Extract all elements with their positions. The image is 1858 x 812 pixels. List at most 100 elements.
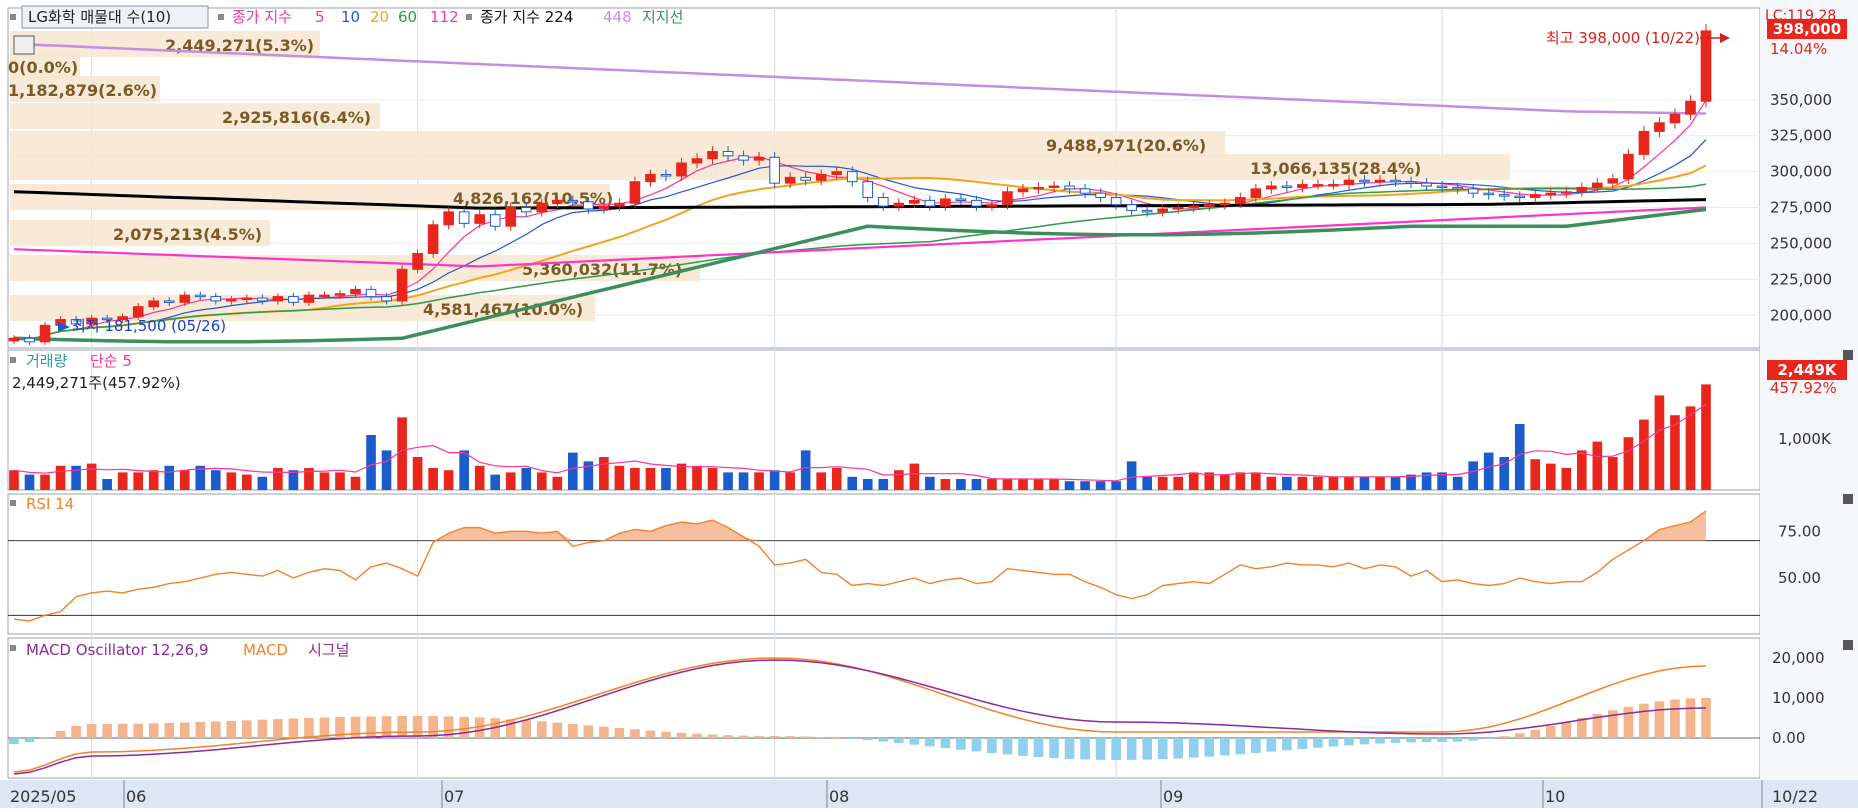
macd-label: MACD — [243, 641, 288, 659]
volume-bar — [9, 470, 19, 490]
macd-oscillator-bar — [831, 737, 842, 739]
candle-body — [272, 296, 284, 302]
macd-oscillator-bar — [738, 735, 749, 738]
volume-bar — [1639, 419, 1649, 490]
macd-oscillator-bar — [1654, 701, 1665, 738]
volume-bar — [1157, 476, 1168, 490]
volume-bar — [412, 457, 423, 490]
macd-oscillator-bar — [24, 738, 35, 743]
macd-oscillator-bar — [1251, 738, 1261, 754]
volume-bar — [319, 472, 330, 490]
item-selector-label[interactable]: LG화학 매물대 수(10) — [28, 8, 171, 26]
legend-square — [10, 500, 16, 506]
macd-oscillator-bar — [661, 731, 671, 738]
candle-body — [536, 202, 548, 213]
x-axis-label: 10 — [1545, 787, 1565, 806]
macd-oscillator-bar — [335, 717, 345, 738]
candle-body — [784, 176, 796, 184]
x-axis-label: 09 — [1163, 787, 1183, 806]
macd-oscillator-bar — [785, 736, 795, 738]
volume-bar — [692, 465, 702, 490]
macd-oscillator-bar — [1514, 733, 1525, 738]
volume-bar — [878, 479, 889, 490]
volume-profile-band — [10, 184, 610, 210]
volume-pct-tag: 457.92% — [1770, 379, 1837, 397]
volume-bar — [1623, 437, 1634, 490]
volume-last-value: 2,449,271주(457.92%) — [12, 374, 181, 392]
candle-body — [163, 300, 175, 303]
candle-body — [1359, 179, 1370, 183]
volume-bar — [350, 476, 361, 490]
price-y-tick: 325,000 — [1770, 127, 1832, 145]
macd-oscillator-bar — [133, 723, 143, 738]
candle-body — [1312, 184, 1324, 187]
volume-bar — [1437, 472, 1447, 490]
volume-bar — [769, 470, 780, 490]
volume-bar — [816, 472, 827, 490]
panel-close-icon[interactable] — [1843, 494, 1853, 504]
grid-toggle-icon[interactable] — [13, 35, 35, 55]
macd-oscillator-bar — [1530, 729, 1541, 738]
candle-body — [1529, 194, 1541, 198]
macd-oscillator-bar — [1483, 738, 1494, 739]
candle-body — [831, 171, 843, 176]
x-axis-band — [0, 780, 1858, 808]
volume-bar — [661, 468, 671, 490]
candle-body — [800, 176, 811, 181]
volume-bar — [1514, 424, 1525, 490]
macd-oscillator-bar — [614, 728, 625, 738]
candle-body — [753, 156, 765, 161]
volume-bar — [86, 463, 97, 490]
macd-oscillator-bar — [1468, 738, 1478, 741]
candle-body — [101, 317, 113, 321]
candle-body — [676, 162, 687, 177]
candle-body — [1017, 188, 1029, 193]
candle-body — [1172, 207, 1184, 210]
macd-oscillator-bar — [1204, 738, 1215, 757]
volume-bar — [226, 472, 237, 490]
candle-body — [1033, 186, 1044, 190]
current-pct-tag: 14.04% — [1770, 40, 1827, 58]
candle-body — [1203, 204, 1215, 207]
macd-oscillator-bar — [1592, 713, 1603, 738]
item-selector-box[interactable] — [21, 5, 209, 29]
volume-bar — [148, 470, 159, 490]
volume-profile-label: 0(0.0%) — [8, 58, 78, 77]
candle-body — [567, 199, 579, 203]
ma448-line — [13, 42, 1707, 115]
macd-oscillator-bar — [366, 716, 376, 738]
candle-body — [660, 174, 672, 177]
candle-body — [645, 174, 656, 183]
volume-bar — [40, 474, 50, 490]
volume-bar — [1359, 476, 1370, 490]
macd-oscillator-bar — [1188, 738, 1199, 758]
volume-bar — [242, 474, 252, 490]
macd-oscillator-bar — [257, 719, 268, 738]
volume-bar — [707, 468, 718, 490]
volume-profile-label: 5,360,032(11.7%) — [522, 260, 682, 279]
macd-oscillator-bar — [1608, 710, 1618, 738]
candle-body — [474, 214, 486, 224]
volume-bar — [1530, 459, 1541, 490]
volume-bar — [1219, 474, 1230, 490]
support-legend-label: 지지선 — [642, 8, 683, 26]
volume-bar — [428, 468, 438, 490]
macd-oscillator-bar — [536, 721, 547, 738]
candle-body — [629, 181, 641, 204]
macd-oscillator-bar — [1313, 738, 1323, 748]
rsi-y-tick: 50.00 — [1778, 569, 1821, 587]
candle-body — [614, 202, 625, 207]
volume-y-tick: 1,000K — [1778, 430, 1832, 448]
volume-bar — [1111, 481, 1121, 490]
panel-close-icon[interactable] — [1843, 640, 1853, 650]
panel-close-icon[interactable] — [1843, 350, 1853, 360]
macd-oscillator-bar — [676, 732, 687, 738]
macd-oscillator-bar — [210, 721, 221, 738]
candle-body — [1219, 202, 1231, 206]
macd-oscillator-bar — [1095, 738, 1106, 760]
candle-body — [1002, 191, 1013, 206]
volume-title: 거래량 — [26, 352, 68, 370]
volume-bar — [1452, 476, 1463, 490]
candle-body — [1095, 192, 1106, 198]
volume-bar — [1235, 472, 1246, 490]
